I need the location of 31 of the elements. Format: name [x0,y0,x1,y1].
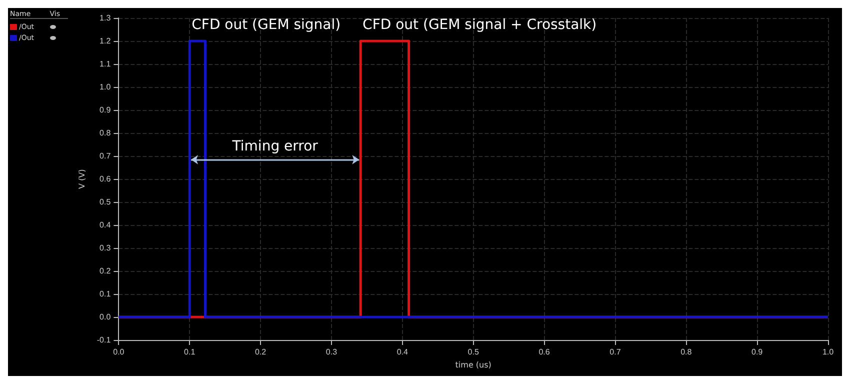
x-tick-label: 1.0 [822,348,834,356]
y-tick-label: 0.2 [100,266,112,276]
x-tick-label: 0.3 [326,348,338,356]
y-tick-label: 1.3 [100,14,112,22]
x-tick-label: 0.5 [468,348,480,356]
x-tick-label: 0.1 [184,348,196,356]
x-tick-label: 0.2 [254,348,267,356]
y-axis-title: V (V) [78,169,86,189]
y-tick-label: 0.8 [100,128,112,138]
annotation: CFD out (GEM signal) [192,17,341,33]
y-tick-label: 1.2 [100,36,112,46]
annotation: Timing error [231,138,318,155]
y-tick-label: 0.7 [100,152,112,160]
x-tick-label: 0.6 [538,348,550,356]
x-tick-label: 0.9 [752,348,764,356]
y-tick-label: 1.1 [100,60,112,68]
y-tick-label: 0.6 [100,174,112,184]
y-tick-label: 0.4 [100,220,112,230]
x-tick-label: 0.7 [610,348,622,356]
y-tick-label: 0.5 [100,198,112,206]
y-tick-label: 0.9 [100,106,112,114]
y-tick-label: -0.1 [96,336,112,344]
x-tick-label: 0.0 [113,348,125,356]
y-tick-label: 0.3 [100,244,112,252]
x-tick-label: 0.4 [396,348,409,356]
y-tick-label: 1.0 [100,82,112,92]
y-tick-label: 0.0 [100,312,112,322]
x-tick-label: 0.8 [680,348,692,356]
y-tick-label: 0.1 [100,290,112,298]
x-axis-title: time (us) [455,360,492,370]
annotation: CFD out (GEM signal + Crosstalk) [362,17,597,33]
